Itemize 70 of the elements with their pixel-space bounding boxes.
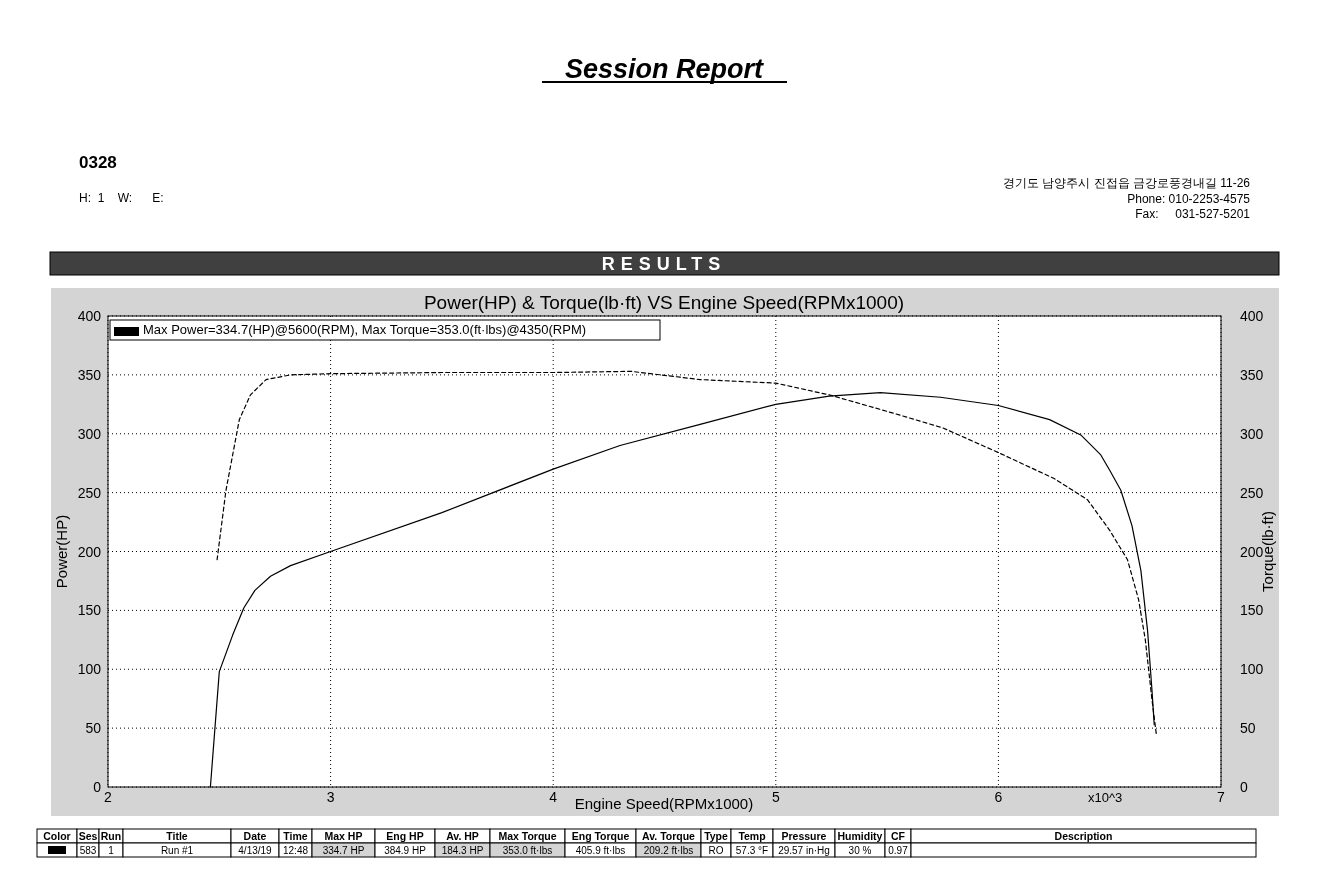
text: Color (43, 830, 71, 842)
text: Temp (738, 830, 766, 842)
y-tick-label: 350 (77, 366, 102, 383)
chart-title: Power(HP) & Torque(lb·ft) VS Engine Speed(RPMx1000) (423, 292, 905, 313)
text: Run (100, 830, 122, 842)
x-tick-label: 2 (104, 789, 113, 805)
text: Eng Torque (571, 830, 630, 842)
y2-tick-label: 100 (1240, 661, 1264, 678)
x-tick-label: 6 (994, 789, 1003, 805)
text: 0.97 (888, 845, 909, 856)
y2-tick-label: 400 (1240, 308, 1264, 324)
text: 12:48 (282, 845, 309, 856)
text: Date (243, 830, 267, 842)
text: 184.3 HP (441, 845, 484, 856)
y-tick-label: 400 (77, 308, 102, 324)
annotation: Max Power=334.7(HP)@5600(RPM), Max Torque=353.0(ft·lbs)@4350(RPM) (143, 322, 587, 337)
text: 209.2 ft·lbs (643, 845, 694, 856)
y-axis-title: Power(HP) (53, 514, 70, 589)
text: 4/13/19 (238, 845, 273, 856)
text: Run #1 (160, 845, 194, 856)
y-tick-label: 200 (77, 543, 102, 560)
text: Max HP (324, 830, 363, 842)
y2-tick-label: 200 (1240, 543, 1264, 560)
y-tick-label: 0 (93, 779, 102, 795)
text: 1 (108, 845, 115, 856)
x-tick-label: 5 (771, 789, 780, 805)
text: RESULTS (601, 254, 727, 274)
text: 0328 (79, 153, 117, 172)
text: Ses (78, 830, 98, 842)
text: 583 (79, 845, 97, 856)
text: 57.3 °F (735, 845, 769, 856)
text: H: 1 W: E: (79, 191, 164, 205)
text: Description (1054, 830, 1113, 842)
text: x10^3 (1088, 790, 1123, 805)
text: Av. Torque (642, 830, 696, 842)
text: CF (891, 830, 906, 842)
x-tick-label: 4 (549, 789, 558, 805)
y2-tick-label: 250 (1240, 484, 1264, 501)
y-tick-label: 150 (77, 602, 102, 619)
x-tick-label: 3 (326, 789, 335, 805)
y2-tick-label: 350 (1240, 366, 1264, 383)
text: 경기도 남양주시 진접읍 금강로풍경내길 11-26 (1002, 176, 1251, 190)
text: Phone: 010-2253-4575 (1127, 191, 1251, 206)
text: 405.9 ft·lbs (575, 845, 626, 856)
y2-tick-label: 0 (1240, 779, 1248, 795)
text: 29.57 in·Hg (778, 845, 830, 856)
text: 353.0 ft·lbs (502, 845, 553, 856)
text: Max Torque (498, 830, 557, 842)
y-tick-label: 100 (77, 661, 102, 678)
text: Eng HP (386, 830, 424, 842)
x-tick-label: 7 (1217, 789, 1226, 805)
text: Time (283, 830, 308, 842)
text: 334.7 HP (322, 845, 365, 856)
y2-tick-label: 150 (1240, 602, 1264, 619)
x-axis-title: Engine Speed(RPMx1000) (574, 795, 754, 812)
text: Fax: 031-527-5201 (1135, 207, 1251, 221)
text: Pressure (781, 830, 827, 842)
text: Title (166, 830, 188, 842)
text: Session Report (564, 54, 765, 84)
text: Humidity (837, 830, 883, 842)
y2-tick-label: 300 (1240, 425, 1264, 442)
y-tick-label: 300 (77, 425, 102, 442)
text: 384.9 HP (384, 845, 427, 856)
y-tick-label: 50 (85, 720, 102, 737)
text: 30 % (848, 845, 872, 856)
y2-tick-label: 50 (1240, 720, 1256, 737)
text: Type (704, 830, 729, 842)
text: RO (708, 845, 724, 856)
text: Av. HP (446, 830, 479, 842)
y-tick-label: 250 (77, 484, 102, 501)
